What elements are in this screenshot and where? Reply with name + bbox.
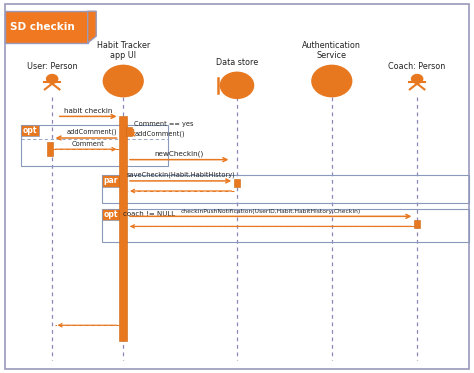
Text: saveCheckin(Habit.HabitHistory): saveCheckin(Habit.HabitHistory) (126, 172, 235, 178)
FancyBboxPatch shape (5, 4, 469, 369)
Text: Habit Tracker
app UI: Habit Tracker app UI (97, 41, 150, 60)
Text: SD checkin: SD checkin (10, 22, 75, 32)
Text: habit checkin: habit checkin (64, 108, 112, 114)
Text: opt: opt (23, 126, 37, 135)
Text: newCheckin(): newCheckin() (155, 151, 204, 157)
FancyBboxPatch shape (102, 175, 120, 186)
Text: addComment(): addComment() (66, 129, 117, 135)
Text: Comment == yes: Comment == yes (134, 121, 194, 127)
Circle shape (312, 65, 352, 97)
Polygon shape (88, 11, 96, 43)
FancyBboxPatch shape (21, 125, 39, 136)
Circle shape (220, 72, 254, 98)
Text: User: Person: User: Person (27, 62, 77, 71)
Bar (47, 142, 53, 156)
Text: Authentication
Service: Authentication Service (302, 41, 361, 60)
Text: Data store: Data store (216, 58, 258, 67)
Bar (414, 220, 420, 228)
Text: opt: opt (104, 210, 118, 219)
Text: par: par (104, 176, 118, 185)
Circle shape (46, 75, 58, 83)
Text: addComment(): addComment() (134, 131, 185, 137)
Text: Coach: Person: Coach: Person (389, 62, 446, 71)
Text: Comment: Comment (71, 141, 104, 147)
Text: checkinPushNotification(UserID,Habit.HabitHistory,Checkin): checkinPushNotification(UserID,Habit.Hab… (181, 209, 361, 214)
Bar (119, 116, 127, 341)
Circle shape (103, 65, 143, 97)
Circle shape (411, 75, 423, 83)
FancyBboxPatch shape (102, 209, 120, 220)
Bar (234, 179, 240, 186)
FancyBboxPatch shape (5, 11, 88, 43)
Text: coach != NULL: coach != NULL (123, 211, 175, 217)
Bar (126, 127, 132, 136)
